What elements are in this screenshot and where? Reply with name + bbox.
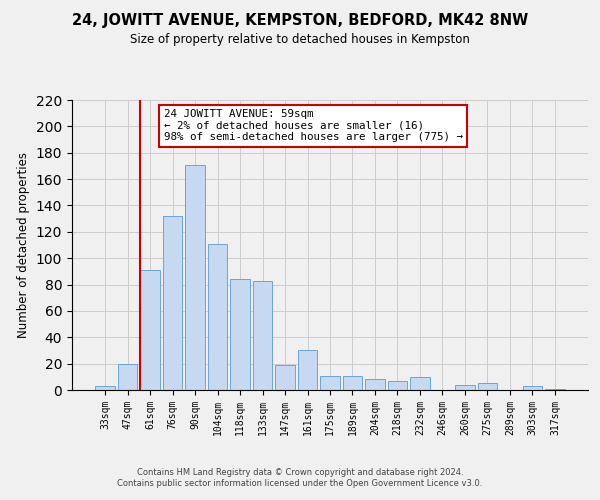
Text: 24 JOWITT AVENUE: 59sqm
← 2% of detached houses are smaller (16)
98% of semi-det: 24 JOWITT AVENUE: 59sqm ← 2% of detached… xyxy=(164,109,463,142)
Bar xyxy=(163,216,182,390)
Bar xyxy=(230,280,250,390)
Bar xyxy=(185,164,205,390)
Bar xyxy=(208,244,227,390)
Bar xyxy=(140,270,160,390)
Text: Size of property relative to detached houses in Kempston: Size of property relative to detached ho… xyxy=(130,32,470,46)
Bar xyxy=(523,386,542,390)
Text: 24, JOWITT AVENUE, KEMPSTON, BEDFORD, MK42 8NW: 24, JOWITT AVENUE, KEMPSTON, BEDFORD, MK… xyxy=(72,12,528,28)
Bar xyxy=(275,365,295,390)
Bar xyxy=(545,388,565,390)
Bar xyxy=(478,384,497,390)
Bar xyxy=(95,386,115,390)
Bar xyxy=(320,376,340,390)
Bar xyxy=(253,280,272,390)
Bar xyxy=(118,364,137,390)
Bar xyxy=(410,377,430,390)
Bar xyxy=(298,350,317,390)
Bar xyxy=(365,380,385,390)
Y-axis label: Number of detached properties: Number of detached properties xyxy=(17,152,30,338)
Bar xyxy=(388,381,407,390)
Text: Contains HM Land Registry data © Crown copyright and database right 2024.
Contai: Contains HM Land Registry data © Crown c… xyxy=(118,468,482,487)
Bar xyxy=(455,384,475,390)
Bar xyxy=(343,376,362,390)
